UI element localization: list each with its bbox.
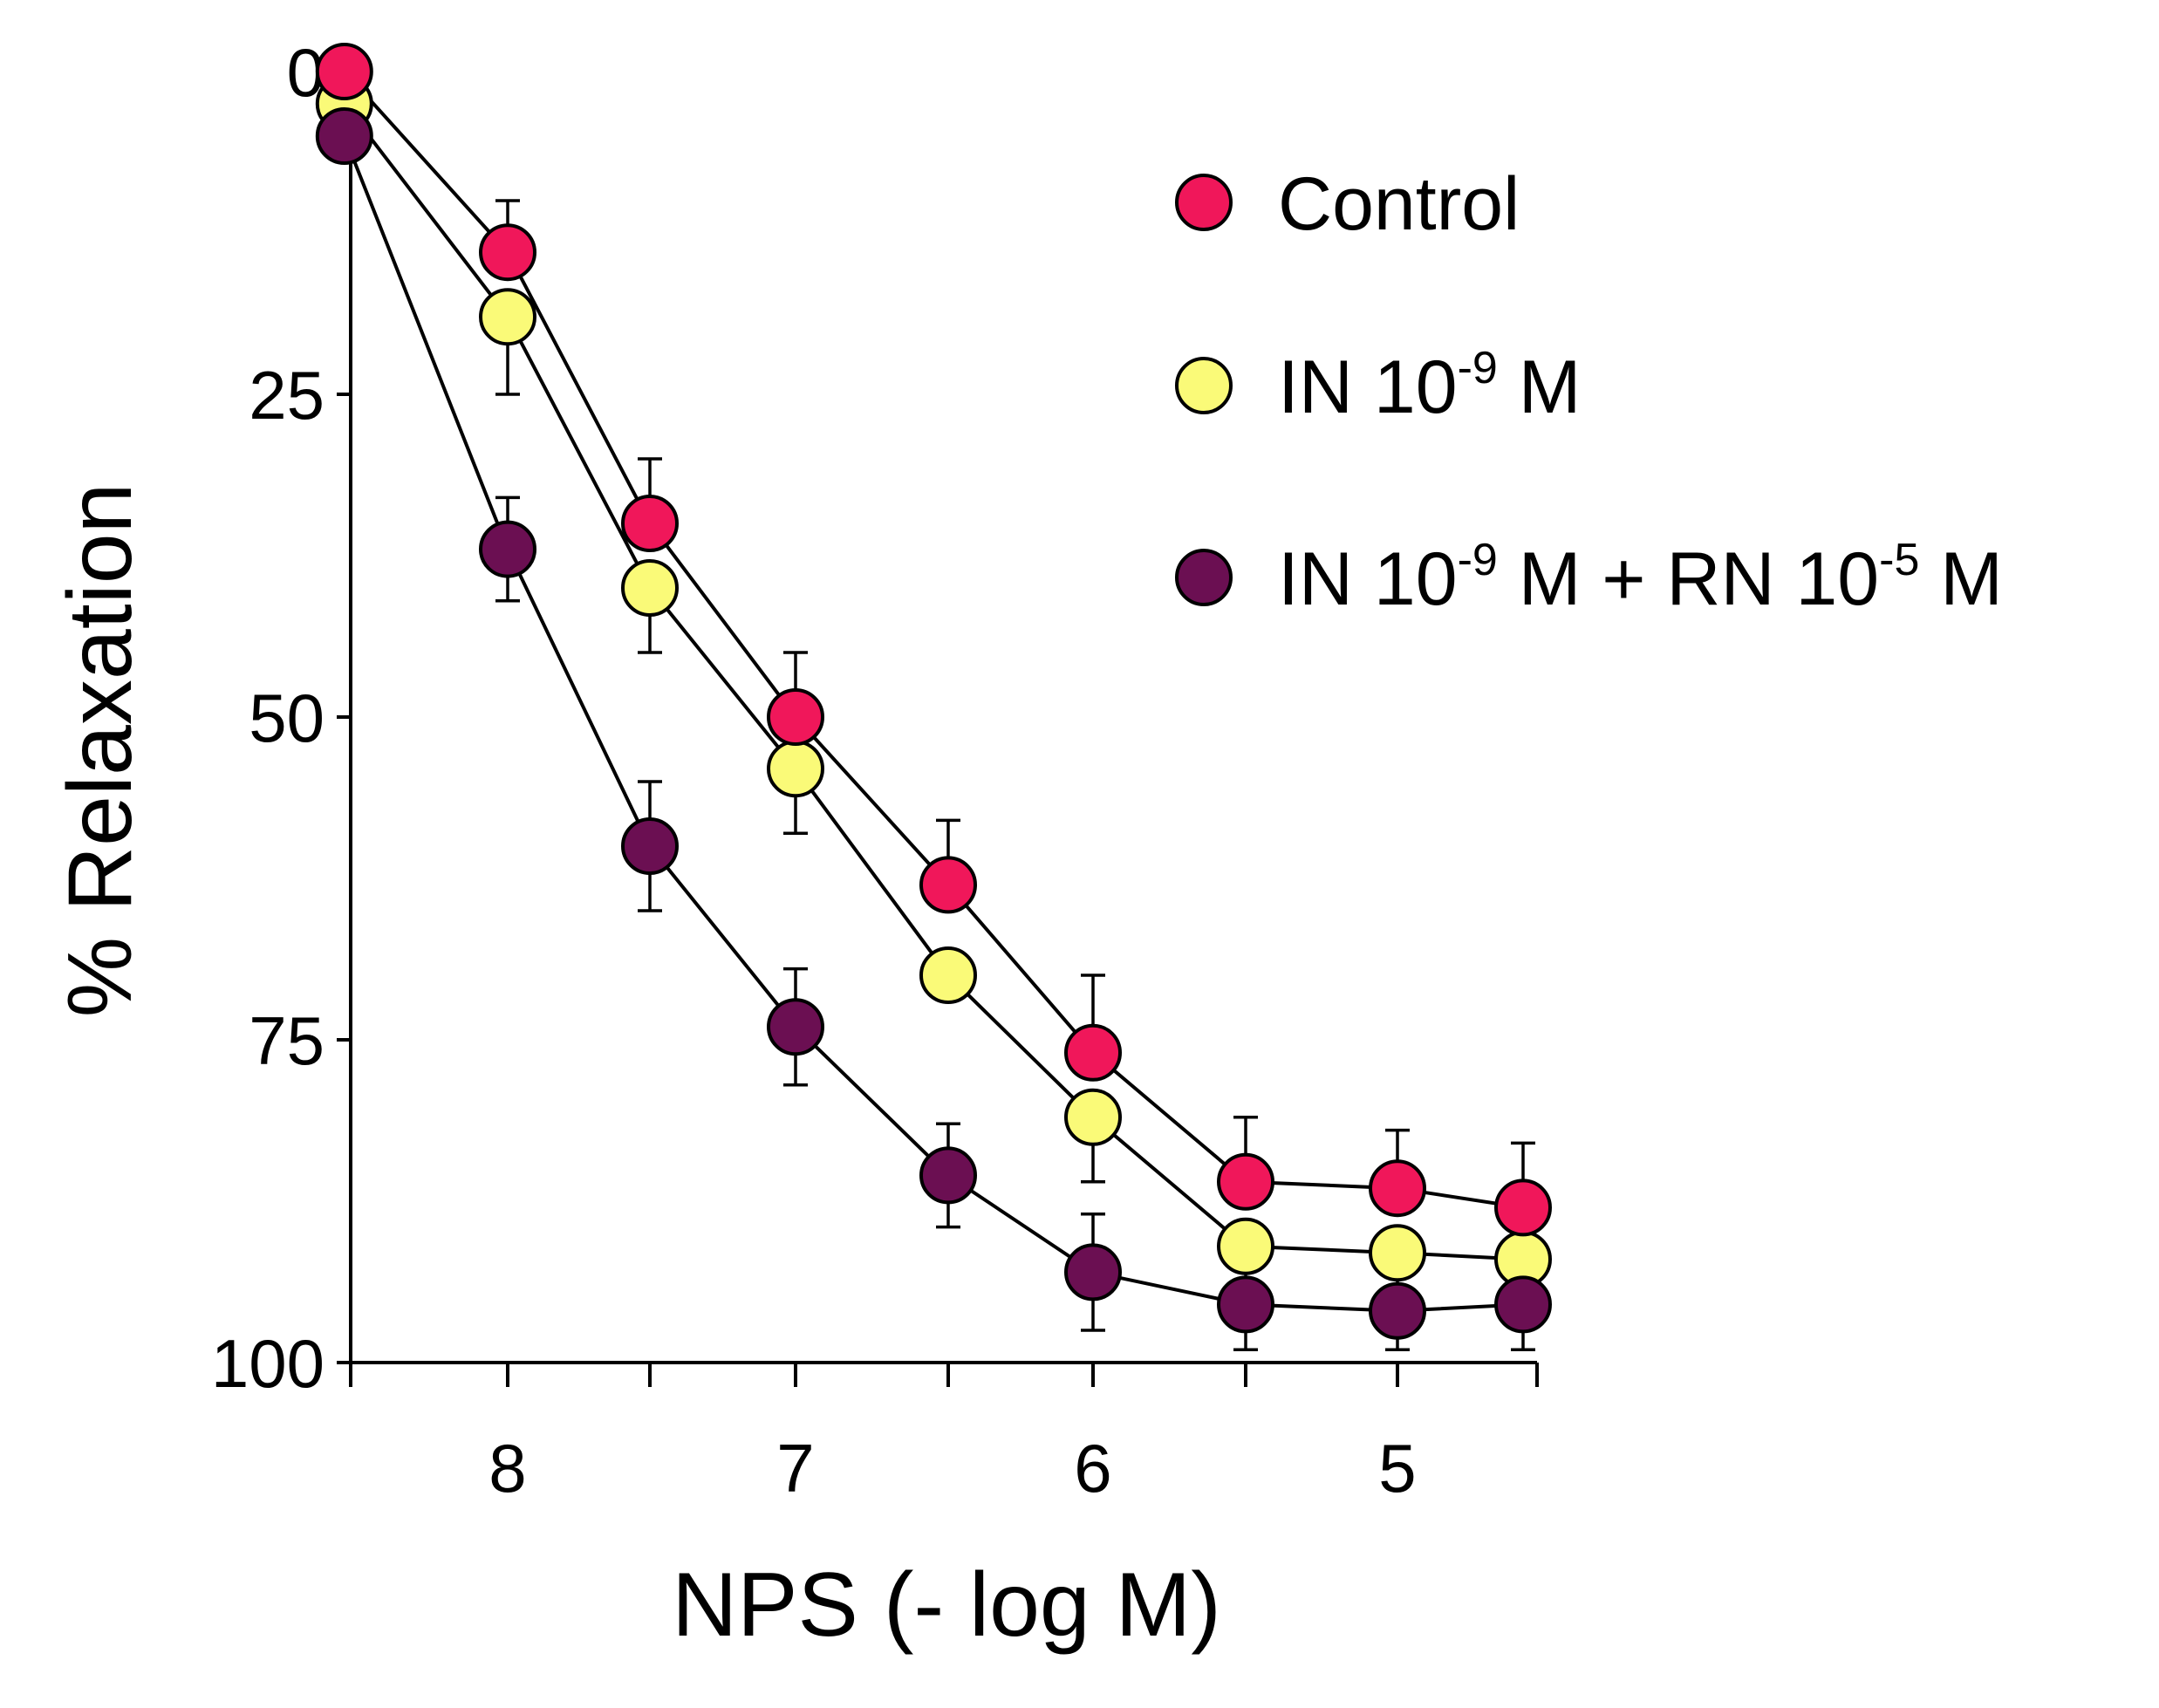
data-point-in-10-9-m-rn-10-5-m (315, 107, 373, 165)
data-point-in-10-9-m-rn-10-5-m (479, 520, 536, 578)
legend-superscript: -5 (1879, 535, 1919, 585)
y-axis-title: % Relaxation (50, 483, 151, 1018)
legend-text-part: Control (1278, 162, 1520, 246)
data-point-in-10-9-m (1217, 1217, 1274, 1275)
data-point-control (1217, 1152, 1274, 1211)
data-points (315, 43, 1552, 1340)
data-point-control (767, 688, 824, 746)
data-point-in-10-9-m (1064, 1088, 1122, 1146)
data-point-control (621, 495, 679, 552)
x-axis-title: NPS (- log M) (672, 1554, 1221, 1656)
data-point-in-10-9-m-rn-10-5-m (1064, 1243, 1122, 1301)
y-tick-label: 50 (249, 680, 325, 756)
legend-label: Control (1278, 162, 1520, 246)
data-point-control (1369, 1159, 1426, 1218)
legend-superscript: -9 (1458, 535, 1498, 585)
data-point-in-10-9-m-rn-10-5-m (919, 1146, 977, 1205)
legend-text-part: M (1919, 537, 2003, 621)
error-bars (495, 199, 1535, 1351)
y-tick-label: 100 (211, 1325, 325, 1402)
data-point-control (919, 856, 977, 914)
data-point-control (315, 43, 373, 100)
data-point-in-10-9-m-rn-10-5-m (1217, 1275, 1274, 1334)
y-tick-label: 25 (249, 357, 325, 434)
data-point-control (479, 223, 536, 282)
legend-text-part: IN 10 (1278, 537, 1458, 621)
legend-text-part: M + RN 10 (1498, 537, 1879, 621)
x-tick-label: 7 (776, 1430, 814, 1506)
x-tick-label: 5 (1378, 1430, 1416, 1506)
data-point-in-10-9-m-rn-10-5-m (621, 817, 679, 875)
data-point-in-10-9-m (767, 740, 824, 798)
data-point-control (1494, 1179, 1552, 1237)
data-point-in-10-9-m (621, 559, 679, 617)
x-tick-label: 6 (1074, 1430, 1111, 1506)
legend-text-part: IN 10 (1278, 345, 1458, 429)
y-tick-label: 75 (249, 1002, 325, 1079)
data-point-in-10-9-m-rn-10-5-m (1369, 1281, 1426, 1340)
data-point-in-10-9-m (1369, 1224, 1426, 1282)
legend-marker (1175, 357, 1233, 414)
legend-text-part: M (1498, 345, 1582, 429)
data-point-in-10-9-m (919, 946, 977, 1004)
data-point-in-10-9-m-rn-10-5-m (767, 998, 824, 1056)
legend-marker (1175, 174, 1233, 231)
legend-label: IN 10-9 M (1278, 343, 1581, 429)
x-tick-label: 8 (489, 1430, 526, 1506)
data-point-in-10-9-m-rn-10-5-m (1494, 1275, 1552, 1334)
legend-superscript: -9 (1458, 343, 1498, 393)
legend-label: IN 10-9 M + RN 10-5 M (1278, 535, 2003, 621)
legend-marker (1175, 549, 1233, 606)
data-point-in-10-9-m (479, 288, 536, 346)
data-point-control (1064, 1023, 1122, 1082)
